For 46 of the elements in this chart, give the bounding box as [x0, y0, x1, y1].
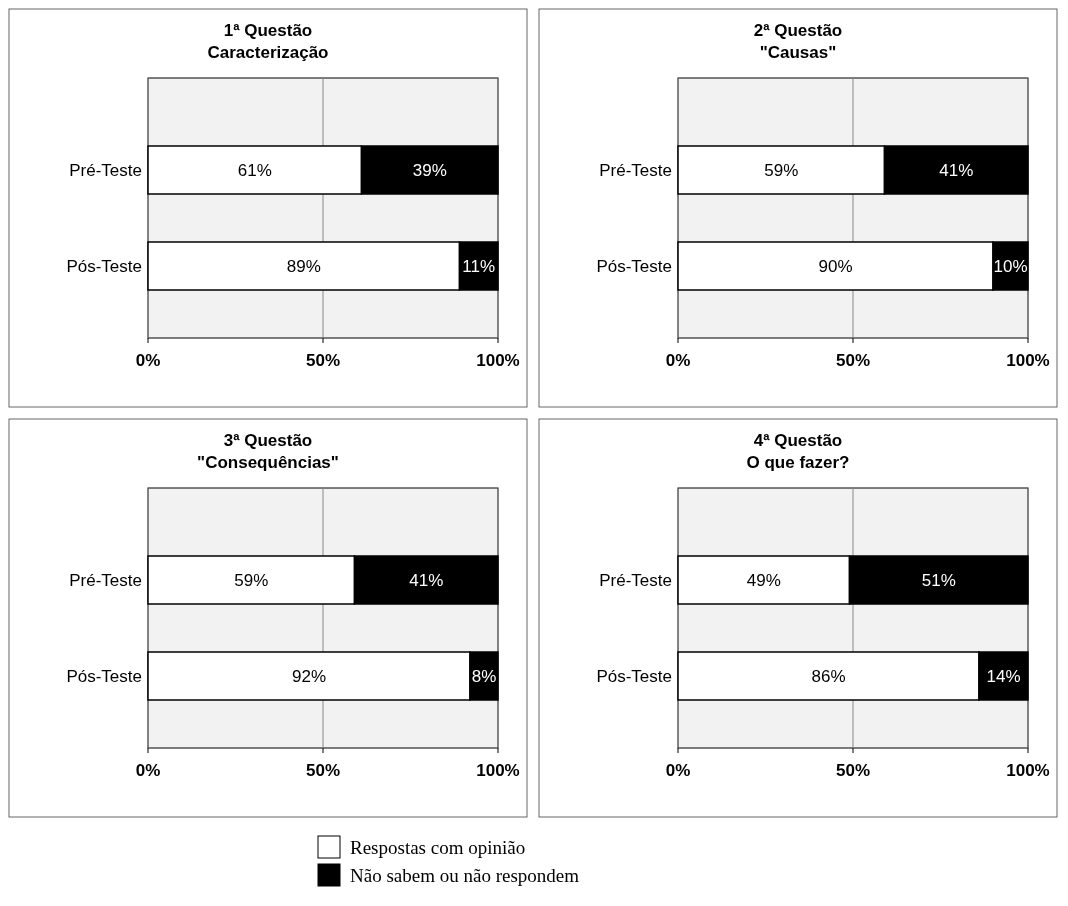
legend-label: Não sabem ou não respondem [350, 864, 580, 886]
chart-subtitle: Caracterização [207, 43, 329, 62]
y-tick-label: Pré-Teste [69, 160, 142, 180]
x-tick-label: 100% [1006, 761, 1050, 780]
data-label: 89% [286, 256, 321, 276]
y-tick-label: Pós-Teste [66, 256, 142, 276]
data-label: 61% [237, 160, 272, 180]
x-tick-label: 50% [835, 351, 871, 370]
chart-title: 2ª Questão [753, 21, 843, 40]
chart-subtitle: O que fazer? [746, 453, 850, 472]
x-tick-label: 0% [665, 351, 691, 370]
chart-title: 1ª Questão [223, 21, 313, 40]
x-tick-label: 50% [305, 351, 341, 370]
y-tick-label: Pré-Teste [69, 570, 142, 590]
x-tick-label: 0% [135, 761, 161, 780]
data-label: 59% [764, 160, 799, 180]
x-tick-label: 100% [476, 761, 520, 780]
chart-subtitle: "Causas" [759, 43, 837, 62]
data-label: 39% [412, 160, 447, 180]
y-tick-label: Pós-Teste [596, 256, 672, 276]
data-label: 8% [471, 666, 497, 686]
data-label: 11% [462, 256, 496, 276]
data-label: 90% [818, 256, 853, 276]
data-label: 59% [234, 570, 269, 590]
data-label: 41% [939, 160, 974, 180]
chart-subtitle: "Consequências" [197, 453, 339, 472]
legend-label: Respostas com opinião [350, 836, 526, 858]
y-tick-label: Pré-Teste [599, 160, 672, 180]
x-tick-label: 50% [835, 761, 871, 780]
data-label: 14% [986, 666, 1021, 686]
data-label: 10% [993, 256, 1028, 276]
data-label: 86% [811, 666, 846, 686]
y-tick-label: Pós-Teste [596, 666, 672, 686]
data-label: 41% [409, 570, 444, 590]
x-tick-label: 100% [476, 351, 520, 370]
data-label: 92% [291, 666, 327, 686]
x-tick-label: 0% [665, 761, 691, 780]
y-tick-label: Pré-Teste [599, 570, 672, 590]
chart-title: 4ª Questão [753, 431, 843, 450]
data-label: 49% [746, 570, 781, 590]
x-tick-label: 50% [305, 761, 341, 780]
x-tick-label: 100% [1006, 351, 1050, 370]
y-tick-label: Pós-Teste [66, 666, 142, 686]
x-tick-label: 0% [135, 351, 161, 370]
data-label: 51% [921, 570, 956, 590]
chart-title: 3ª Questão [223, 431, 313, 450]
